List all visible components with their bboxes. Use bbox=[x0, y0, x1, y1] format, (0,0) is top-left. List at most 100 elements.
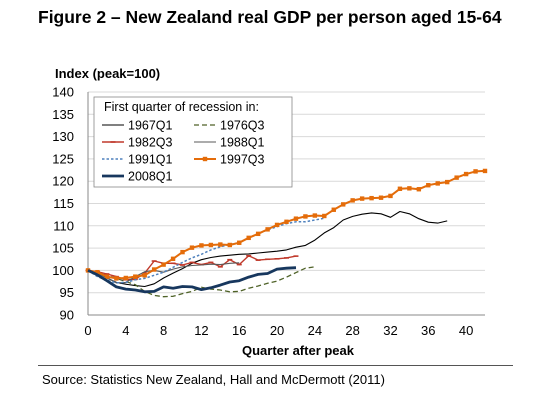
series-point bbox=[454, 175, 459, 180]
series-point bbox=[350, 198, 355, 203]
series-point bbox=[341, 202, 346, 207]
legend-item: 1997Q3 bbox=[194, 153, 265, 167]
series-point bbox=[284, 219, 289, 224]
series-line bbox=[87, 254, 297, 281]
series-line bbox=[87, 266, 297, 294]
series-point bbox=[123, 275, 129, 281]
y-ticks: 90 95 100 105 110 115 120 125 130 135 140 bbox=[52, 85, 74, 323]
series-point bbox=[407, 186, 412, 191]
series-point bbox=[265, 227, 270, 232]
series-line bbox=[87, 210, 448, 288]
series-point bbox=[378, 195, 384, 200]
series-point bbox=[227, 242, 232, 248]
series-point bbox=[416, 187, 422, 192]
series-line bbox=[87, 266, 315, 298]
source-rule bbox=[38, 365, 513, 366]
legend-item: 1982Q3 bbox=[102, 136, 173, 150]
series-point bbox=[255, 231, 261, 237]
series-point bbox=[133, 274, 138, 279]
series-1982Q3 bbox=[85, 254, 299, 281]
series-point bbox=[397, 186, 403, 191]
series-2008Q1 bbox=[87, 266, 297, 294]
series-line bbox=[87, 217, 325, 284]
source-note: Source: Statistics New Zealand, Hall and… bbox=[42, 372, 385, 387]
series-point bbox=[444, 179, 450, 185]
legend-label: 1988Q1 bbox=[220, 136, 265, 150]
series-1988Q1 bbox=[87, 262, 240, 284]
x-tick-label: 16 bbox=[232, 323, 246, 338]
series-point bbox=[95, 269, 100, 275]
series-1967Q1 bbox=[87, 210, 448, 288]
x-tick-label: 24 bbox=[308, 323, 322, 338]
legend-title: First quarter of recession in: bbox=[104, 100, 259, 114]
x-tick-label: 28 bbox=[345, 323, 359, 338]
legend-box bbox=[93, 96, 293, 188]
legend-label: 1967Q1 bbox=[128, 119, 173, 133]
y-tick-label: 95 bbox=[60, 285, 74, 300]
series-point bbox=[151, 267, 157, 272]
series-point bbox=[274, 222, 280, 228]
x-tick-label: 36 bbox=[421, 323, 435, 338]
figure-title: Figure 2 – New Zealand real GDP per pers… bbox=[38, 7, 502, 27]
series-point bbox=[473, 169, 478, 174]
legend-item: 1976Q3 bbox=[194, 119, 265, 133]
series-point bbox=[199, 243, 204, 248]
series-point bbox=[463, 171, 469, 177]
y-tick-label: 100 bbox=[52, 263, 74, 278]
x-tick-label: 20 bbox=[270, 323, 284, 338]
series-point bbox=[322, 213, 327, 219]
series-point bbox=[237, 240, 242, 245]
y-tick-label: 105 bbox=[52, 241, 74, 256]
y-tick-label: 130 bbox=[52, 129, 74, 144]
series-point bbox=[104, 274, 110, 279]
series-1991Q1 bbox=[87, 217, 325, 284]
y-tick-label: 140 bbox=[52, 85, 74, 100]
x-tick-label: 32 bbox=[383, 323, 397, 338]
legend-label: 1976Q3 bbox=[220, 119, 265, 133]
x-tick-label: 8 bbox=[160, 323, 167, 338]
series-line bbox=[87, 262, 240, 284]
series-point bbox=[161, 262, 166, 267]
series-point bbox=[482, 168, 488, 174]
y-tick-label: 125 bbox=[52, 151, 74, 166]
legend-item: 1988Q1 bbox=[194, 136, 265, 150]
series-point bbox=[170, 256, 176, 262]
y-tick-label: 120 bbox=[52, 174, 74, 189]
x-tick-label: 0 bbox=[84, 323, 91, 338]
series-point bbox=[435, 181, 440, 186]
series-layer bbox=[85, 168, 488, 298]
series-point bbox=[426, 183, 431, 188]
x-tick-label: 40 bbox=[459, 323, 473, 338]
series-point bbox=[202, 156, 208, 162]
x-axis-label: Quarter after peak bbox=[242, 343, 355, 358]
y-tick-label: 115 bbox=[53, 196, 74, 211]
series-point bbox=[246, 235, 251, 241]
series-point bbox=[312, 213, 318, 218]
series-point bbox=[142, 273, 147, 278]
y-tick-label: 135 bbox=[52, 107, 74, 122]
legend-label: 2008Q1 bbox=[128, 170, 173, 184]
legend-label: 1991Q1 bbox=[128, 153, 173, 167]
y-tick-label: 110 bbox=[53, 218, 74, 233]
y-tick-label: 90 bbox=[60, 308, 74, 323]
series-point bbox=[180, 249, 185, 255]
series-point bbox=[208, 242, 214, 248]
legend-item: 1967Q1 bbox=[102, 119, 173, 133]
legend-item: 2008Q1 bbox=[102, 170, 173, 184]
legend-item: 1991Q1 bbox=[102, 153, 173, 167]
series-point bbox=[369, 195, 374, 201]
y-axis-label: Index (peak=100) bbox=[55, 66, 160, 81]
x-ticks: 0 4 8 12 16 20 24 28 32 36 40 bbox=[84, 323, 473, 338]
x-tick-label: 4 bbox=[122, 323, 129, 338]
x-tick-label: 12 bbox=[194, 323, 208, 338]
series-point bbox=[331, 207, 336, 212]
series-point bbox=[189, 245, 195, 250]
series-point bbox=[359, 196, 365, 201]
legend-label: 1982Q3 bbox=[128, 136, 173, 150]
series-point bbox=[388, 193, 393, 199]
series-point bbox=[218, 242, 223, 247]
legend: First quarter of recession in: 1967Q1 197… bbox=[93, 96, 293, 188]
series-point bbox=[293, 216, 299, 221]
series-point bbox=[303, 214, 308, 219]
